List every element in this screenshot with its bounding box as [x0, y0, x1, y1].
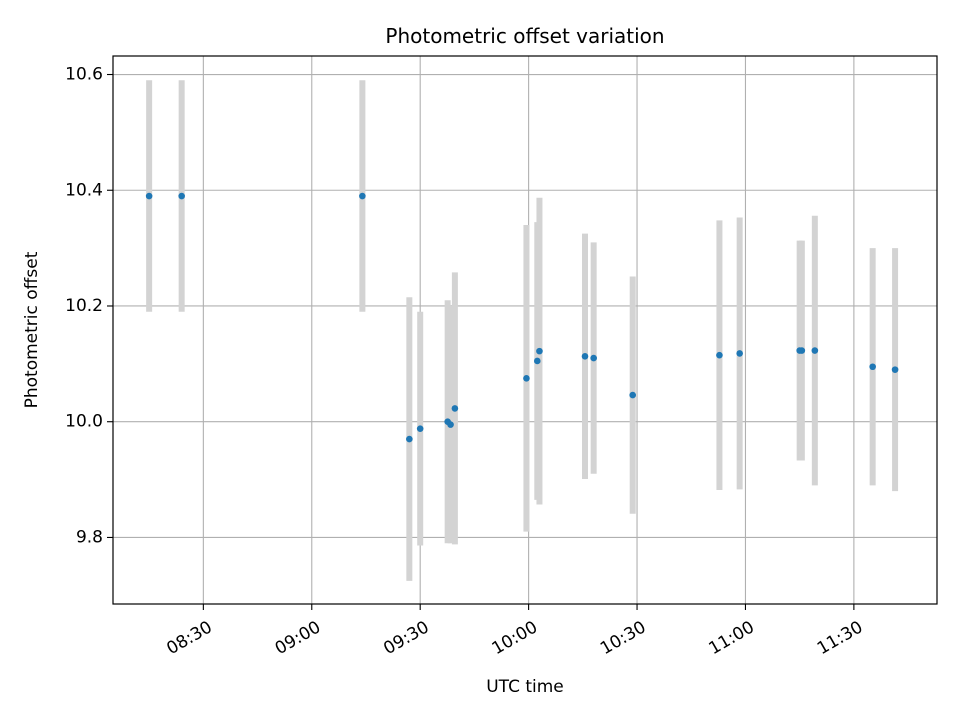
y-tick-label: 10.2 [65, 296, 103, 316]
data-points [145, 192, 899, 443]
data-point [359, 192, 366, 200]
y-tick-label: 10.0 [65, 412, 103, 432]
data-point [178, 192, 185, 200]
data-point [581, 353, 589, 360]
data-point [629, 391, 636, 399]
data-point [536, 347, 543, 355]
data-point [447, 421, 454, 428]
data-point [590, 354, 597, 362]
data-point [811, 347, 819, 354]
data-point [716, 351, 723, 359]
data-point [451, 405, 459, 412]
data-point [798, 347, 806, 354]
data-point [523, 375, 530, 382]
plot-area-frame [112, 55, 938, 605]
y-axis-label: Photometric offset [22, 251, 42, 408]
data-point [891, 366, 899, 373]
data-point [869, 363, 876, 371]
chart-title: Photometric offset variation [385, 24, 664, 48]
data-point [416, 425, 424, 432]
data-point [145, 192, 153, 200]
y-tick-label: 9.8 [76, 527, 103, 547]
x-axis-label: UTC time [486, 677, 564, 697]
y-tick-label: 10.6 [65, 65, 103, 85]
data-point [736, 350, 743, 357]
y-axis-ticks: 9.8 10.0 10.2 10.4 10.6 [65, 65, 113, 547]
data-point [406, 435, 413, 443]
y-tick-label: 10.4 [65, 180, 103, 200]
data-point [533, 357, 541, 365]
